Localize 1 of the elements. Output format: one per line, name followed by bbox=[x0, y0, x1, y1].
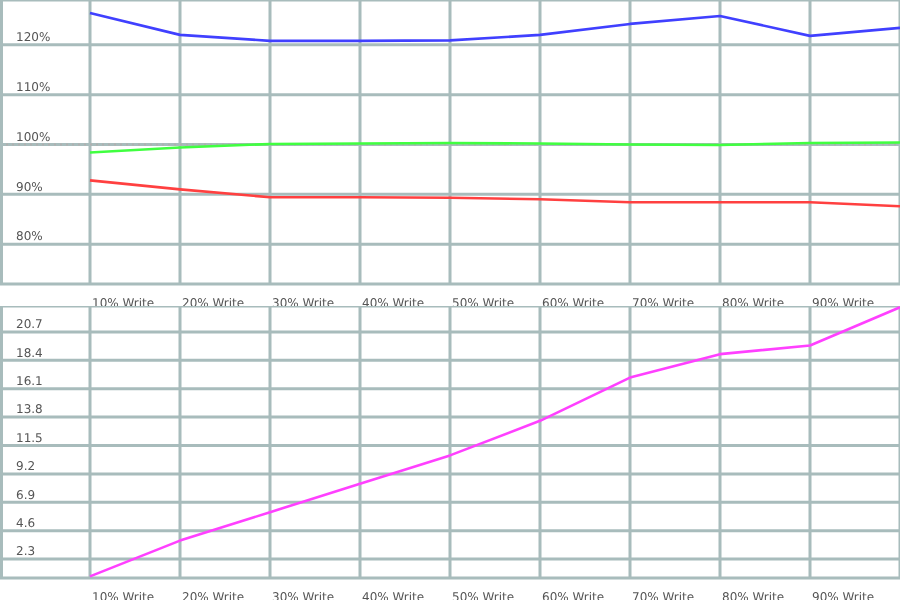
line-series bbox=[88, 179, 900, 208]
